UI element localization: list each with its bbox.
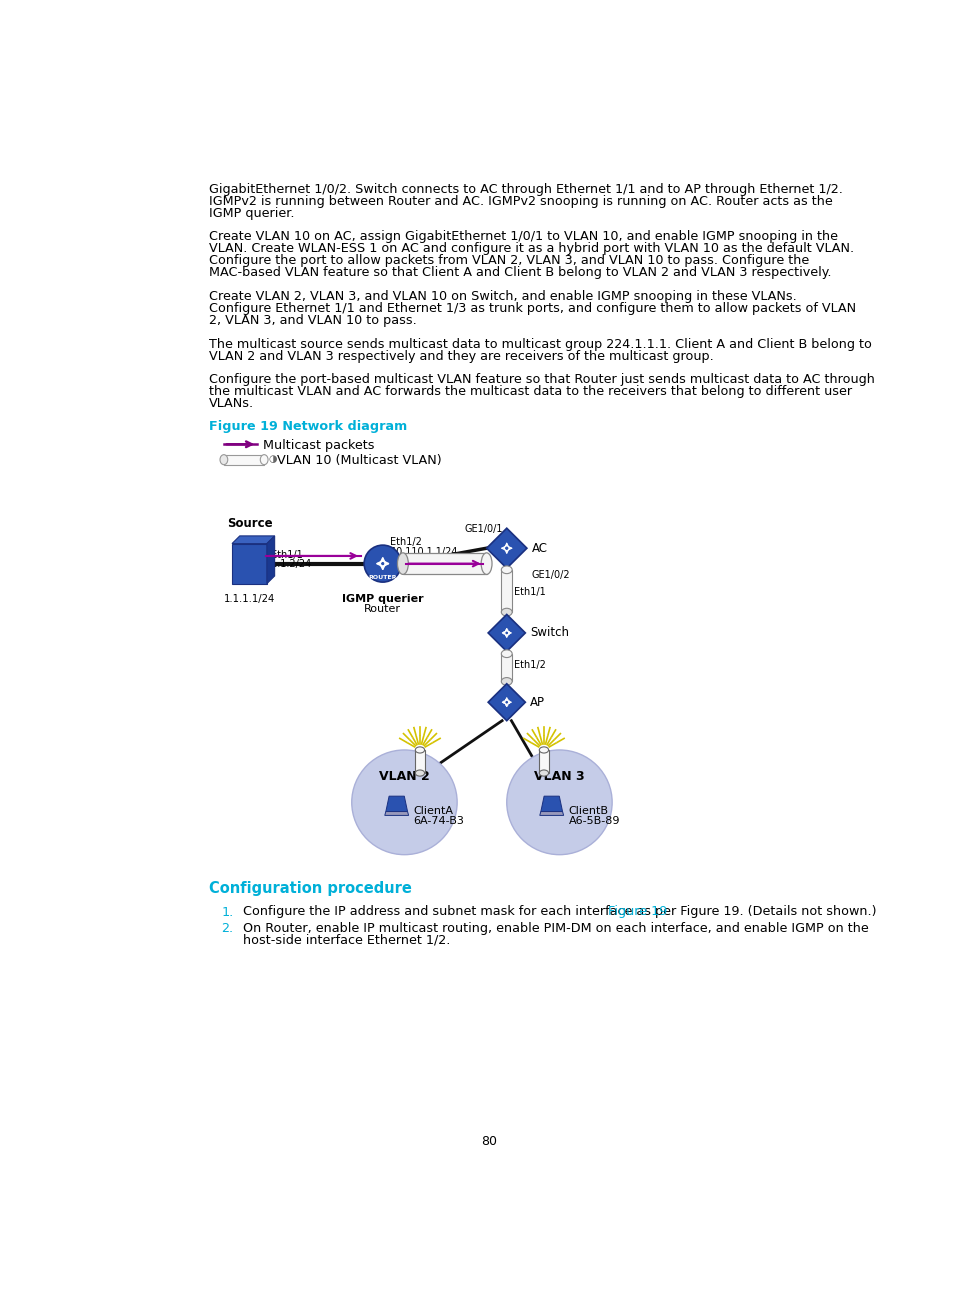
Text: Eth1/1: Eth1/1 <box>271 550 303 560</box>
Circle shape <box>352 750 456 854</box>
Text: GE1/0/1: GE1/0/1 <box>464 524 502 534</box>
Text: AP: AP <box>530 696 544 709</box>
Text: Eth1/2: Eth1/2 <box>514 660 546 670</box>
Polygon shape <box>486 529 526 568</box>
Text: 10.110.1.1/24: 10.110.1.1/24 <box>390 547 457 557</box>
Text: Router: Router <box>364 604 401 614</box>
Text: The multicast source sends multicast data to multicast group 224.1.1.1. Client A: The multicast source sends multicast dat… <box>209 338 871 351</box>
Text: VLANs.: VLANs. <box>209 398 254 411</box>
Text: GE1/0/2: GE1/0/2 <box>531 570 570 579</box>
Text: 1.1.1.1/24: 1.1.1.1/24 <box>224 595 274 604</box>
Ellipse shape <box>220 455 228 465</box>
Ellipse shape <box>500 678 512 686</box>
Polygon shape <box>232 537 274 543</box>
Text: 2.: 2. <box>221 921 233 934</box>
Text: Configuration procedure: Configuration procedure <box>209 881 412 896</box>
Ellipse shape <box>500 566 512 574</box>
Circle shape <box>364 546 401 582</box>
Text: VLAN 2: VLAN 2 <box>378 770 430 783</box>
Text: the multicast VLAN and AC forwards the multicast data to the receivers that belo: the multicast VLAN and AC forwards the m… <box>209 385 851 398</box>
Polygon shape <box>232 543 267 583</box>
Bar <box>538 750 548 772</box>
Text: AC: AC <box>531 542 547 555</box>
Text: 1.1.1.2/24: 1.1.1.2/24 <box>263 559 313 569</box>
Text: VLAN 10 (Multicast VLAN): VLAN 10 (Multicast VLAN) <box>276 455 440 468</box>
Polygon shape <box>267 537 274 583</box>
Text: 1.: 1. <box>221 906 233 919</box>
Ellipse shape <box>538 746 548 753</box>
Text: VLAN 2 and VLAN 3 respectively and they are receivers of the multicast group.: VLAN 2 and VLAN 3 respectively and they … <box>209 350 713 363</box>
Text: On Router, enable IP multicast routing, enable PIM-DM on each interface, and ena: On Router, enable IP multicast routing, … <box>243 921 868 934</box>
Bar <box>500 570 512 612</box>
Text: 80: 80 <box>480 1135 497 1148</box>
Bar <box>224 455 264 465</box>
Text: Create VLAN 10 on AC, assign GigabitEthernet 1/0/1 to VLAN 10, and enable IGMP s: Create VLAN 10 on AC, assign GigabitEthe… <box>209 231 838 244</box>
Text: Multicast packets: Multicast packets <box>263 439 375 452</box>
Text: ClientB: ClientB <box>568 806 608 816</box>
Text: 6A-74-B3: 6A-74-B3 <box>414 816 464 826</box>
Polygon shape <box>488 614 525 652</box>
Polygon shape <box>488 684 525 721</box>
Text: Source: Source <box>227 517 272 530</box>
Text: Figure 19 Network diagram: Figure 19 Network diagram <box>209 420 407 433</box>
Text: A6-5B-89: A6-5B-89 <box>568 816 619 826</box>
Text: Eth1/2: Eth1/2 <box>390 537 422 547</box>
Text: ClientA: ClientA <box>414 806 454 816</box>
Ellipse shape <box>500 608 512 616</box>
Ellipse shape <box>415 770 424 776</box>
Circle shape <box>506 750 612 854</box>
Polygon shape <box>540 796 562 811</box>
Text: VLAN. Create WLAN-ESS 1 on AC and configure it as a hybrid port with VLAN 10 as : VLAN. Create WLAN-ESS 1 on AC and config… <box>209 242 853 255</box>
Text: 2, VLAN 3, and VLAN 10 to pass.: 2, VLAN 3, and VLAN 10 to pass. <box>209 314 416 327</box>
Polygon shape <box>539 811 563 815</box>
Text: host-side interface Ethernet 1/2.: host-side interface Ethernet 1/2. <box>243 933 450 946</box>
Ellipse shape <box>260 455 268 465</box>
Text: IGMPv2 is running between Router and AC. IGMPv2 snooping is running on AC. Route: IGMPv2 is running between Router and AC.… <box>209 196 832 209</box>
Ellipse shape <box>415 746 424 753</box>
Text: GigabitEthernet 1/0/2. Switch connects to AC through Ethernet 1/1 and to AP thro: GigabitEthernet 1/0/2. Switch connects t… <box>209 183 842 196</box>
Text: IGMP querier.: IGMP querier. <box>209 207 294 220</box>
Text: VLAN 3: VLAN 3 <box>534 770 584 783</box>
Ellipse shape <box>538 770 548 776</box>
Ellipse shape <box>500 649 512 657</box>
Text: ◑: ◑ <box>269 455 277 464</box>
Text: IGMP querier: IGMP querier <box>341 595 423 604</box>
Text: Figure 19: Figure 19 <box>607 906 667 919</box>
Text: Configure the port-based multicast VLAN feature so that Router just sends multic: Configure the port-based multicast VLAN … <box>209 373 874 386</box>
Polygon shape <box>384 811 408 815</box>
Text: Configure Ethernet 1/1 and Ethernet 1/3 as trunk ports, and configure them to al: Configure Ethernet 1/1 and Ethernet 1/3 … <box>209 302 856 315</box>
Bar <box>402 553 486 574</box>
Polygon shape <box>385 796 407 811</box>
Text: Configure the port to allow packets from VLAN 2, VLAN 3, and VLAN 10 to pass. Co: Configure the port to allow packets from… <box>209 254 808 267</box>
Ellipse shape <box>480 553 492 574</box>
Text: Switch: Switch <box>530 626 568 639</box>
Text: Configure the IP address and subnet mask for each interface as per Figure 19. (D: Configure the IP address and subnet mask… <box>243 906 876 919</box>
Bar <box>415 750 424 772</box>
Text: MAC-based VLAN feature so that Client A and Client B belong to VLAN 2 and VLAN 3: MAC-based VLAN feature so that Client A … <box>209 266 831 279</box>
Bar <box>500 653 512 682</box>
Text: Create VLAN 2, VLAN 3, and VLAN 10 on Switch, and enable IGMP snooping in these : Create VLAN 2, VLAN 3, and VLAN 10 on Sw… <box>209 290 796 303</box>
Ellipse shape <box>397 553 408 574</box>
Text: Eth1/1: Eth1/1 <box>514 587 546 596</box>
Text: ROUTER: ROUTER <box>368 575 396 579</box>
